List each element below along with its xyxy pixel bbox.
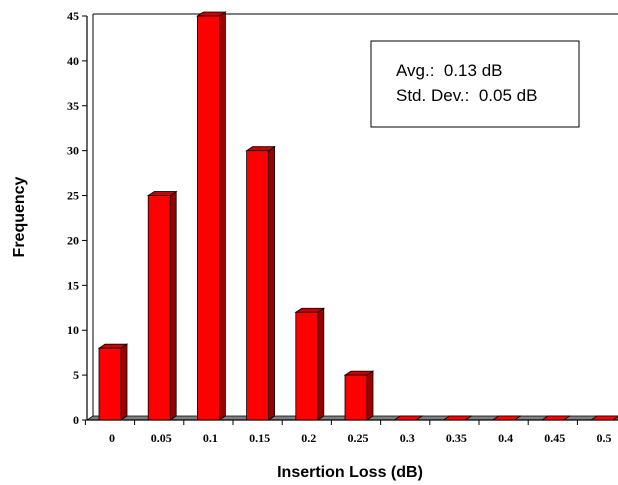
y-tick-label: 45 <box>67 9 79 23</box>
bar <box>442 415 473 421</box>
bar-side <box>366 370 374 421</box>
x-tick-label: 0.1 <box>203 431 218 445</box>
annotation-avg: Avg.: 0.13 dB <box>396 61 502 80</box>
bar <box>589 415 618 421</box>
bar-side <box>169 190 177 421</box>
x-tick-label: 0.5 <box>597 431 612 445</box>
bar <box>146 190 178 421</box>
bar <box>392 415 424 421</box>
x-tick-label: 0.05 <box>151 431 172 445</box>
x-axis-title: Insertion Loss (dB) <box>277 464 423 481</box>
x-tick-label: 0.35 <box>446 431 467 445</box>
bar-front <box>147 195 171 421</box>
y-tick-label: 25 <box>67 189 79 203</box>
bar-front <box>196 15 220 421</box>
x-tick-label: 0.3 <box>400 431 415 445</box>
y-ticks: 0 5 10 15 20 25 30 35 40 45 <box>67 9 87 427</box>
y-tick-label: 5 <box>73 368 79 382</box>
bar <box>97 343 129 421</box>
bar <box>245 145 276 421</box>
x-tick-label: 0.2 <box>301 431 316 445</box>
bar-side <box>317 307 325 421</box>
annotation-std-dev: Std. Dev.: 0.05 dB <box>396 86 537 105</box>
bar-side <box>268 145 276 421</box>
y-axis-title: Frequency <box>11 176 28 257</box>
bar <box>540 415 572 421</box>
x-tick-label: 0.25 <box>348 431 369 445</box>
bar <box>196 11 227 421</box>
x-ticks: 0 0.05 0.1 0.15 0.2 0.25 0.3 0.35 0.4 0.45 0.5 <box>84 420 612 445</box>
bar-side <box>218 11 226 421</box>
annotation-box-border <box>370 40 580 128</box>
bar-side <box>120 343 128 421</box>
x-tick-label: 0 <box>109 431 115 445</box>
y-tick-label: 30 <box>67 144 79 158</box>
bar-front <box>246 150 270 421</box>
y-tick-label: 40 <box>67 54 79 68</box>
bars <box>97 11 618 421</box>
y-tick-label: 0 <box>73 413 79 427</box>
bar-top <box>589 415 618 421</box>
bar-top <box>540 415 572 421</box>
y-tick-label: 35 <box>67 99 79 113</box>
bar <box>343 370 375 421</box>
y-tick-label: 20 <box>67 233 79 247</box>
x-tick-label: 0.15 <box>249 431 270 445</box>
bar-front <box>98 347 122 421</box>
y-tick-label: 15 <box>67 278 79 292</box>
bar-top <box>442 415 473 421</box>
y-tick-label: 10 <box>67 323 79 337</box>
bar <box>294 307 326 421</box>
bar-front <box>295 311 319 421</box>
stats-annotation-box: Avg.: 0.13 dB Std. Dev.: 0.05 dB <box>370 40 580 128</box>
bar-top <box>491 415 522 421</box>
x-tick-label: 0.4 <box>498 431 513 445</box>
bar-front <box>344 374 368 421</box>
bar <box>491 415 522 421</box>
bar-top <box>392 415 424 421</box>
x-tick-label: 0.45 <box>544 431 565 445</box>
